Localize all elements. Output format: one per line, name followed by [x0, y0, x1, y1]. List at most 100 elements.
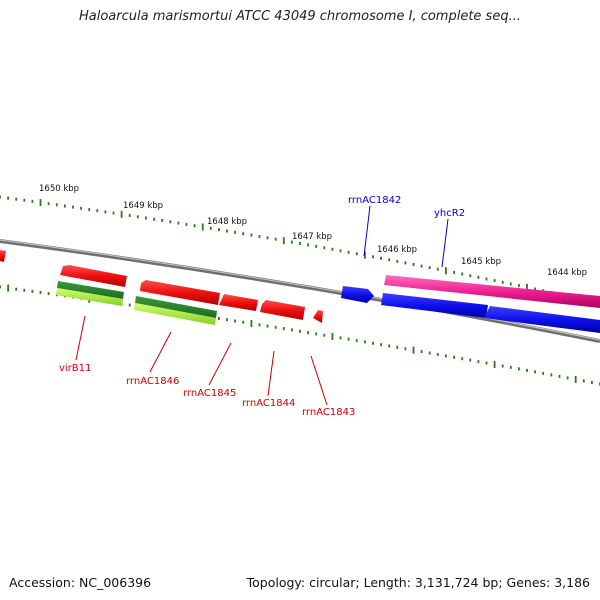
inner-minor-tick	[485, 361, 488, 365]
inner-minor-tick	[509, 365, 512, 369]
inner-minor-tick	[23, 288, 26, 292]
gene-label-yhcR2: yhcR2	[434, 208, 465, 219]
outer-minor-tick	[136, 215, 139, 219]
backbone-arc	[0, 239, 600, 343]
outer-minor-tick	[469, 274, 472, 278]
inner-minor-tick	[477, 360, 480, 364]
inner-minor-tick	[436, 352, 439, 356]
scale-tick-label: 1647 kbp	[292, 232, 332, 242]
outer-minor-tick	[88, 208, 91, 211]
inner-minor-tick	[47, 292, 50, 296]
backbone-arc-highlight	[0, 239, 600, 341]
outer-minor-tick	[501, 280, 504, 284]
inner-minor-tick	[542, 371, 545, 375]
gene-arrow-fwd-far-left	[0, 250, 6, 262]
scale-ticks-inner	[0, 284, 600, 386]
inner-minor-tick	[566, 376, 569, 380]
gene-label-rrnAC1845: rrnAC1845	[183, 388, 236, 399]
outer-minor-tick	[177, 221, 180, 225]
outer-minor-tick	[436, 267, 439, 271]
connector-yhcR2	[441, 218, 449, 268]
inner-minor-tick	[266, 324, 269, 328]
outer-minor-tick	[193, 224, 196, 228]
scale-tick-labels: 1650 kbp 1649 kbp 1648 kbp 1647 kbp 1646 kbp…	[39, 184, 587, 278]
outer-minor-tick	[234, 230, 236, 234]
outer-minor-tick	[380, 256, 382, 260]
inner-minor-tick	[274, 325, 277, 329]
gene-arrow-rrnAC1842	[341, 286, 374, 303]
outer-minor-tick	[47, 202, 50, 206]
inner-minor-tick	[461, 357, 464, 361]
connector-rrnAC1842	[363, 205, 371, 257]
outer-minor-tick	[291, 240, 293, 244]
inner-minor-tick	[380, 343, 382, 347]
gene-arrow-rrnAC1845	[219, 294, 258, 311]
outer-minor-tick	[80, 206, 82, 210]
inner-minor-tick	[315, 332, 318, 336]
inner-minor-tick	[234, 319, 236, 323]
inner-minor-tick	[299, 329, 301, 333]
outer-minor-tick	[55, 203, 58, 207]
outer-minor-tick	[493, 279, 496, 283]
outer-minor-tick	[0, 195, 1, 199]
outer-major-tick	[39, 199, 42, 206]
inner-minor-tick	[518, 367, 520, 371]
outer-minor-tick	[355, 252, 358, 256]
inner-minor-tick	[558, 374, 561, 378]
inner-major-tick	[7, 284, 9, 292]
outer-minor-tick	[388, 258, 391, 262]
inner-minor-tick	[339, 336, 342, 340]
inner-minor-tick	[307, 331, 309, 335]
gene-arrow-rrnAC1846	[140, 280, 220, 305]
outer-minor-tick	[453, 270, 455, 274]
outer-minor-tick	[128, 214, 131, 217]
outer-minor-tick	[274, 237, 277, 241]
gene-arrow-fwd-1	[60, 265, 127, 287]
gene-arrow-yhcR2	[384, 275, 600, 308]
inner-minor-tick	[347, 337, 350, 341]
inner-minor-tick	[364, 340, 366, 344]
inner-minor-tick	[258, 323, 261, 327]
gene-label-rrnAC1846: rrnAC1846	[126, 376, 179, 387]
outer-minor-tick	[509, 282, 512, 286]
outer-major-tick	[120, 210, 123, 218]
inner-major-tick	[250, 320, 253, 327]
outer-minor-tick	[258, 235, 261, 238]
gene-label-rrnAC1844: rrnAC1844	[242, 398, 295, 409]
inner-minor-tick	[534, 370, 536, 374]
outer-minor-tick	[7, 196, 9, 200]
outer-minor-tick	[250, 233, 253, 237]
map-title: Haloarcula marismortui ATCC 43049 chromo…	[79, 9, 521, 24]
gene-arrow-rrnAC1844	[260, 300, 305, 320]
outer-minor-tick	[307, 243, 309, 247]
outer-minor-tick	[153, 217, 155, 221]
scale-tick-label: 1645 kbp	[461, 257, 501, 267]
outer-minor-tick	[420, 264, 423, 268]
inner-minor-tick	[282, 327, 285, 331]
inner-minor-tick	[550, 373, 553, 377]
inner-minor-tick	[591, 381, 593, 384]
connector-rrnAC1845	[208, 342, 232, 386]
inner-minor-tick	[526, 368, 528, 372]
outer-minor-tick	[145, 216, 147, 220]
outer-minor-tick	[96, 209, 99, 213]
outer-minor-tick	[112, 211, 115, 215]
outer-minor-tick	[315, 244, 318, 248]
outer-minor-tick	[372, 255, 374, 259]
outer-major-tick	[282, 237, 285, 245]
outer-major-tick	[201, 223, 204, 231]
inner-minor-tick	[372, 341, 374, 345]
outer-minor-tick	[72, 205, 74, 209]
outer-minor-tick	[461, 272, 464, 276]
inner-major-tick	[574, 375, 577, 383]
inner-minor-tick	[355, 339, 358, 343]
inner-minor-tick	[428, 351, 431, 355]
feature-bar-light-1	[56, 288, 123, 306]
gene-labels: rrnAC1842 yhcR2 virB11 rrnAC1846 rrnAC18…	[59, 195, 465, 418]
connector-virB11	[75, 315, 86, 361]
inner-minor-tick	[469, 358, 472, 362]
inner-minor-tick	[0, 285, 1, 289]
outer-minor-tick	[218, 228, 220, 232]
outer-minor-tick	[534, 287, 536, 291]
